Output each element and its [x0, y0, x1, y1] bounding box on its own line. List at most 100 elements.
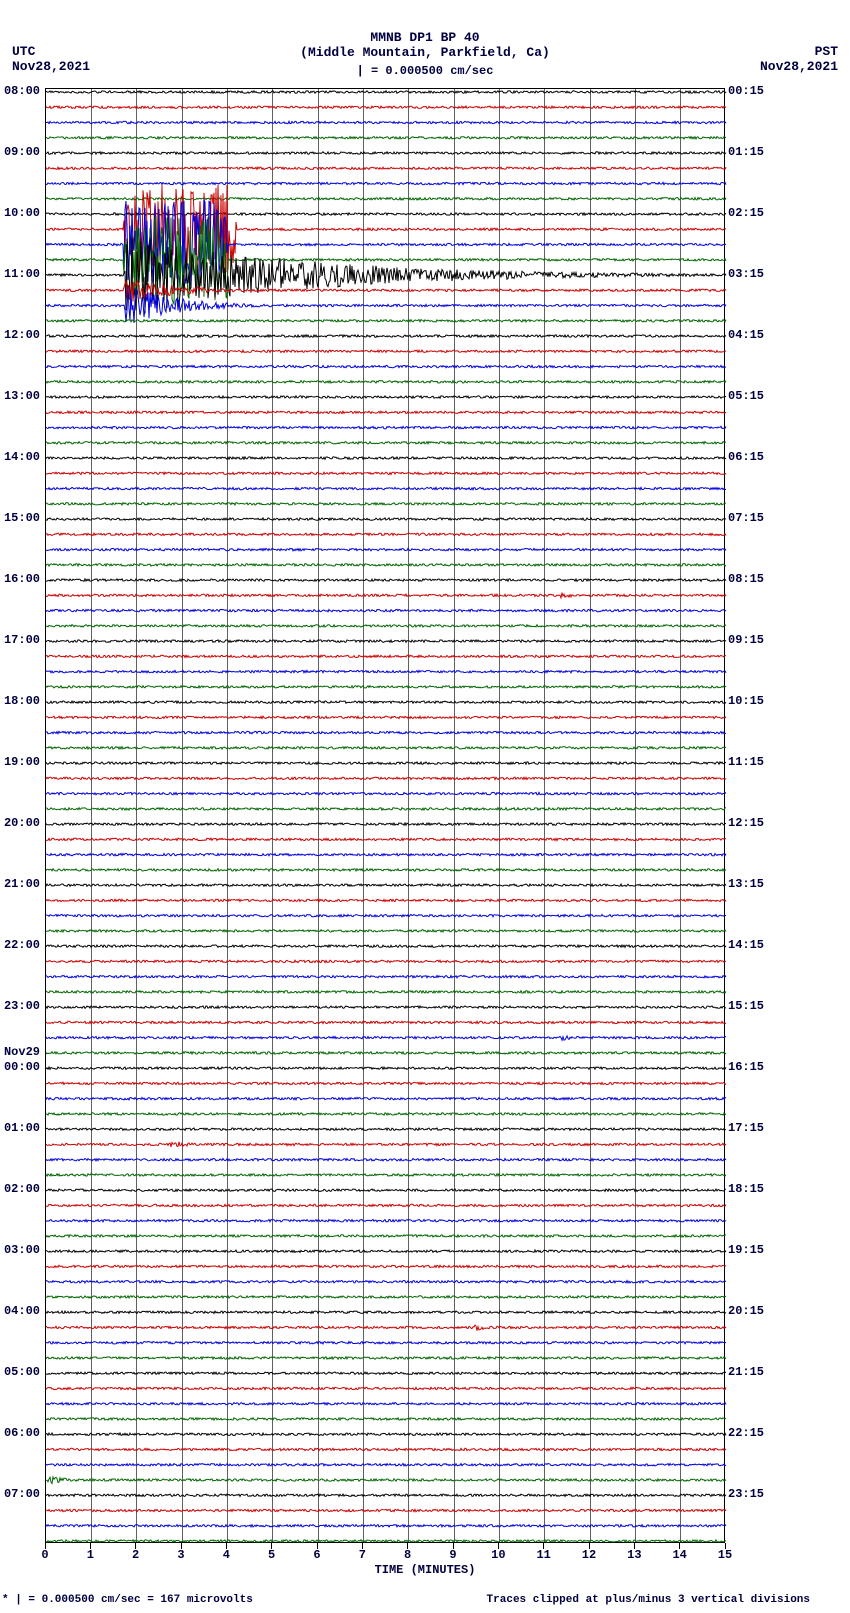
x-tick-label: 7 — [359, 1548, 366, 1562]
seismic-trace — [46, 1098, 726, 1100]
ytick-label-pst: 21:15 — [728, 1365, 764, 1379]
ytick-label-utc: 09:00 — [4, 145, 40, 159]
ytick-label-pst: 10:15 — [728, 694, 764, 708]
seismic-trace — [46, 442, 726, 444]
ytick-label-utc: 21:00 — [4, 877, 40, 891]
seismic-trace — [46, 930, 726, 932]
seismic-trace — [46, 792, 726, 794]
seismic-trace — [46, 1113, 726, 1115]
seismic-trace — [46, 396, 726, 398]
seismic-trace — [46, 1372, 726, 1374]
x-tick — [679, 1543, 680, 1549]
seismic-trace — [46, 335, 726, 337]
seismic-trace — [46, 1235, 726, 1237]
x-tick-label: 14 — [672, 1548, 686, 1562]
ytick-label-pst: 04:15 — [728, 328, 764, 342]
header-right-tz: PST — [760, 44, 838, 59]
header-left-tz: UTC — [12, 44, 90, 59]
seismic-trace — [46, 1403, 726, 1405]
seismic-trace — [46, 853, 726, 855]
footer-clip-note: Traces clipped at plus/minus 3 vertical … — [487, 1594, 810, 1606]
ytick-label-utc: 15:00 — [4, 511, 40, 525]
ytick-label-pst: 02:15 — [728, 206, 764, 220]
x-tick — [271, 1543, 272, 1549]
seismic-trace — [46, 976, 726, 978]
ytick-label-utc: 19:00 — [4, 755, 40, 769]
seismic-trace — [46, 1159, 726, 1161]
ytick-label-utc: 23:00 — [4, 999, 40, 1013]
trace-canvas — [46, 89, 726, 1544]
header-left: UTC Nov28,2021 — [12, 44, 90, 74]
ytick-label-utc: 01:00 — [4, 1121, 40, 1135]
ytick-label-utc: 14:00 — [4, 450, 40, 464]
seismic-trace — [46, 426, 726, 428]
seismic-trace — [46, 762, 726, 764]
x-tick-label: 4 — [223, 1548, 230, 1562]
seismic-trace — [46, 472, 726, 474]
seismic-trace — [46, 869, 726, 871]
ytick-label-pst: 16:15 — [728, 1060, 764, 1074]
seismic-trace — [46, 716, 726, 718]
seismic-trace — [46, 884, 726, 886]
seismic-trace — [46, 579, 726, 581]
ytick-label-pst: 20:15 — [728, 1304, 764, 1318]
x-tick — [45, 1543, 46, 1549]
x-tick — [362, 1543, 363, 1549]
x-tick — [90, 1543, 91, 1549]
ytick-label-utc: 05:00 — [4, 1365, 40, 1379]
seismic-trace — [46, 106, 726, 108]
header-left-date: Nov28,2021 — [12, 59, 90, 74]
seismic-trace — [46, 1128, 726, 1130]
seismic-trace — [46, 213, 726, 215]
seismic-trace — [46, 1418, 726, 1420]
seismogram-page: MMNB DP1 BP 40 (Middle Mountain, Parkfie… — [0, 0, 850, 1613]
ytick-label-pst: 07:15 — [728, 511, 764, 525]
seismic-trace — [46, 1342, 726, 1344]
ytick-label-pst: 11:15 — [728, 755, 764, 769]
station-subtitle: (Middle Mountain, Parkfield, Ca) — [0, 45, 850, 60]
seismic-trace — [46, 670, 726, 672]
seismic-trace — [46, 945, 726, 947]
title-block: MMNB DP1 BP 40 (Middle Mountain, Parkfie… — [0, 30, 850, 60]
footer-scale: * | = 0.000500 cm/sec = 167 microvolts — [2, 1594, 253, 1606]
seismic-trace — [46, 91, 726, 93]
ytick-label-pst: 08:15 — [728, 572, 764, 586]
x-tick-label: 0 — [41, 1548, 48, 1562]
seismic-trace — [46, 823, 726, 825]
seismic-trace — [46, 655, 726, 657]
x-tick — [407, 1543, 408, 1549]
seismic-trace — [46, 701, 726, 703]
seismic-trace — [46, 625, 726, 627]
x-tick-label: 6 — [313, 1548, 320, 1562]
seismic-trace — [46, 518, 726, 520]
ytick-label-pst: 22:15 — [728, 1426, 764, 1440]
ytick-label-pst: 14:15 — [728, 938, 764, 952]
seismic-trace — [46, 731, 726, 733]
seismic-trace — [46, 1387, 726, 1389]
ytick-label-utc: 04:00 — [4, 1304, 40, 1318]
ytick-label-utc: 10:00 — [4, 206, 40, 220]
seismogram-plot — [45, 88, 725, 1543]
seismic-trace — [46, 1082, 726, 1084]
seismic-trace — [46, 1006, 726, 1008]
ytick-label-pst: 09:15 — [728, 633, 764, 647]
seismic-trace — [46, 838, 726, 840]
seismic-trace — [46, 915, 726, 917]
seismic-trace — [46, 1525, 726, 1527]
seismic-trace — [46, 1509, 726, 1511]
seismic-trace — [46, 365, 726, 367]
x-tick-label: 12 — [582, 1548, 596, 1562]
seismic-trace — [46, 1204, 726, 1206]
x-tick-label: 15 — [718, 1548, 732, 1562]
seismic-trace — [46, 960, 726, 962]
ytick-label-pst: 12:15 — [728, 816, 764, 830]
ytick-label-pst: 18:15 — [728, 1182, 764, 1196]
seismic-trace — [46, 457, 726, 459]
header-right-date: Nov28,2021 — [760, 59, 838, 74]
seismic-trace — [46, 808, 726, 810]
ytick-label-pst: 03:15 — [728, 267, 764, 281]
seismic-trace — [46, 1433, 726, 1435]
seismic-trace — [46, 548, 726, 550]
seismic-trace — [46, 411, 726, 413]
seismic-trace — [46, 1174, 726, 1176]
